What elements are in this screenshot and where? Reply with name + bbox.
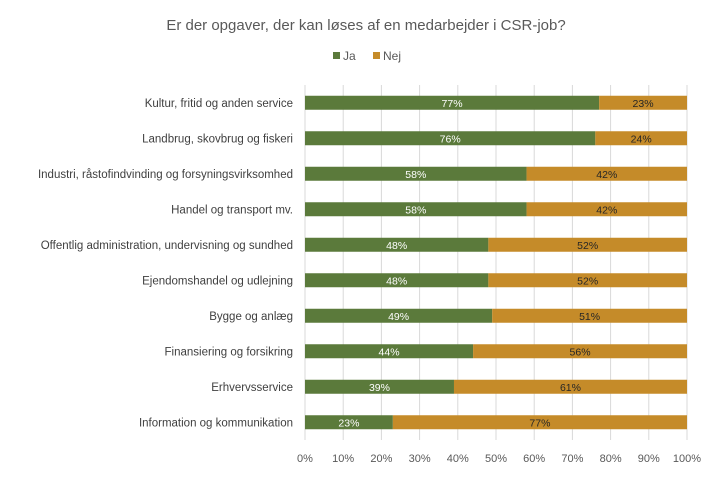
category-label: Landbrug, skovbrug og fiskeri bbox=[142, 133, 293, 145]
category-label: Ejendomshandel og udlejning bbox=[142, 275, 293, 287]
x-tick-label: 60% bbox=[523, 453, 545, 465]
data-label: 49% bbox=[388, 311, 409, 323]
legend: Ja Nej bbox=[333, 49, 401, 63]
category-label: Finansiering og forsikring bbox=[165, 346, 293, 358]
category-labels: Kultur, fritid og anden service Landbrug,… bbox=[38, 98, 293, 430]
bar-nej bbox=[492, 308, 687, 323]
data-label: 76% bbox=[440, 133, 461, 145]
data-label: 56% bbox=[570, 346, 591, 358]
data-label: 51% bbox=[579, 311, 600, 323]
x-tick-label: 50% bbox=[485, 453, 507, 465]
bar-nej bbox=[599, 95, 687, 110]
data-label: 52% bbox=[577, 240, 598, 252]
bar-ja bbox=[305, 202, 527, 217]
data-label: 48% bbox=[386, 240, 407, 252]
data-label: 42% bbox=[596, 169, 617, 181]
data-label: 39% bbox=[369, 382, 390, 394]
x-tick-label: 10% bbox=[332, 453, 354, 465]
x-tick-labels: 0% 10% 20% 30% 40% 50% 60% 70% 80% 90% 100% bbox=[297, 453, 701, 465]
x-tick-label: 100% bbox=[673, 453, 701, 465]
x-tick-label: 90% bbox=[638, 453, 660, 465]
legend-swatch-ja bbox=[333, 52, 340, 59]
x-tick-label: 70% bbox=[561, 453, 583, 465]
bars: 77% 23% 76% 24% 58% 42% 58% 42% 48% 52% 48% 52% 49% 5… bbox=[305, 95, 687, 430]
x-tick-label: 0% bbox=[297, 453, 313, 465]
bar-ja bbox=[305, 273, 489, 288]
data-label: 77% bbox=[442, 98, 463, 110]
legend-swatch-nej bbox=[373, 52, 380, 59]
bar-nej bbox=[526, 202, 687, 217]
x-tick-label: 40% bbox=[447, 453, 469, 465]
chart-title: Er der opgaver, der kan løses af en meda… bbox=[166, 17, 565, 34]
data-label: 42% bbox=[596, 204, 617, 216]
bar-ja bbox=[305, 131, 596, 146]
data-label: 61% bbox=[560, 382, 581, 394]
x-tick-label: 80% bbox=[600, 453, 622, 465]
bar-nej bbox=[488, 237, 687, 252]
data-label: 44% bbox=[379, 346, 400, 358]
bar-nej bbox=[595, 131, 687, 146]
data-label: 48% bbox=[386, 275, 407, 287]
legend-label: Ja bbox=[343, 49, 356, 63]
bar-ja bbox=[305, 95, 600, 110]
legend-label: Nej bbox=[383, 49, 401, 63]
category-label: Handel og transport mv. bbox=[171, 204, 293, 216]
category-label: Kultur, fritid og anden service bbox=[145, 98, 293, 110]
data-label: 77% bbox=[529, 417, 550, 429]
bar-ja bbox=[305, 415, 393, 430]
x-tick-label: 20% bbox=[370, 453, 392, 465]
bar-nej bbox=[488, 273, 687, 288]
bar-ja bbox=[305, 379, 454, 394]
bar-nej bbox=[473, 344, 687, 359]
bar-ja bbox=[305, 166, 527, 181]
bar-ja bbox=[305, 344, 474, 359]
data-label: 58% bbox=[405, 169, 426, 181]
data-label: 23% bbox=[633, 98, 654, 110]
data-label: 24% bbox=[631, 133, 652, 145]
category-label: Industri, råstofindvinding og forsynings… bbox=[38, 169, 293, 181]
bar-nej bbox=[392, 415, 687, 430]
data-label: 58% bbox=[405, 204, 426, 216]
category-label: Information og kommunikation bbox=[139, 417, 293, 429]
bar-nej bbox=[453, 379, 687, 394]
data-label: 23% bbox=[338, 417, 359, 429]
x-tick-label: 30% bbox=[409, 453, 431, 465]
data-label: 52% bbox=[577, 275, 598, 287]
bar-ja bbox=[305, 308, 493, 323]
category-label: Offentlig administration, undervisning o… bbox=[41, 240, 293, 252]
bar-nej bbox=[526, 166, 687, 181]
category-label: Bygge og anlæg bbox=[209, 311, 293, 323]
category-label: Erhvervsservice bbox=[211, 382, 293, 394]
bar-ja bbox=[305, 237, 489, 252]
